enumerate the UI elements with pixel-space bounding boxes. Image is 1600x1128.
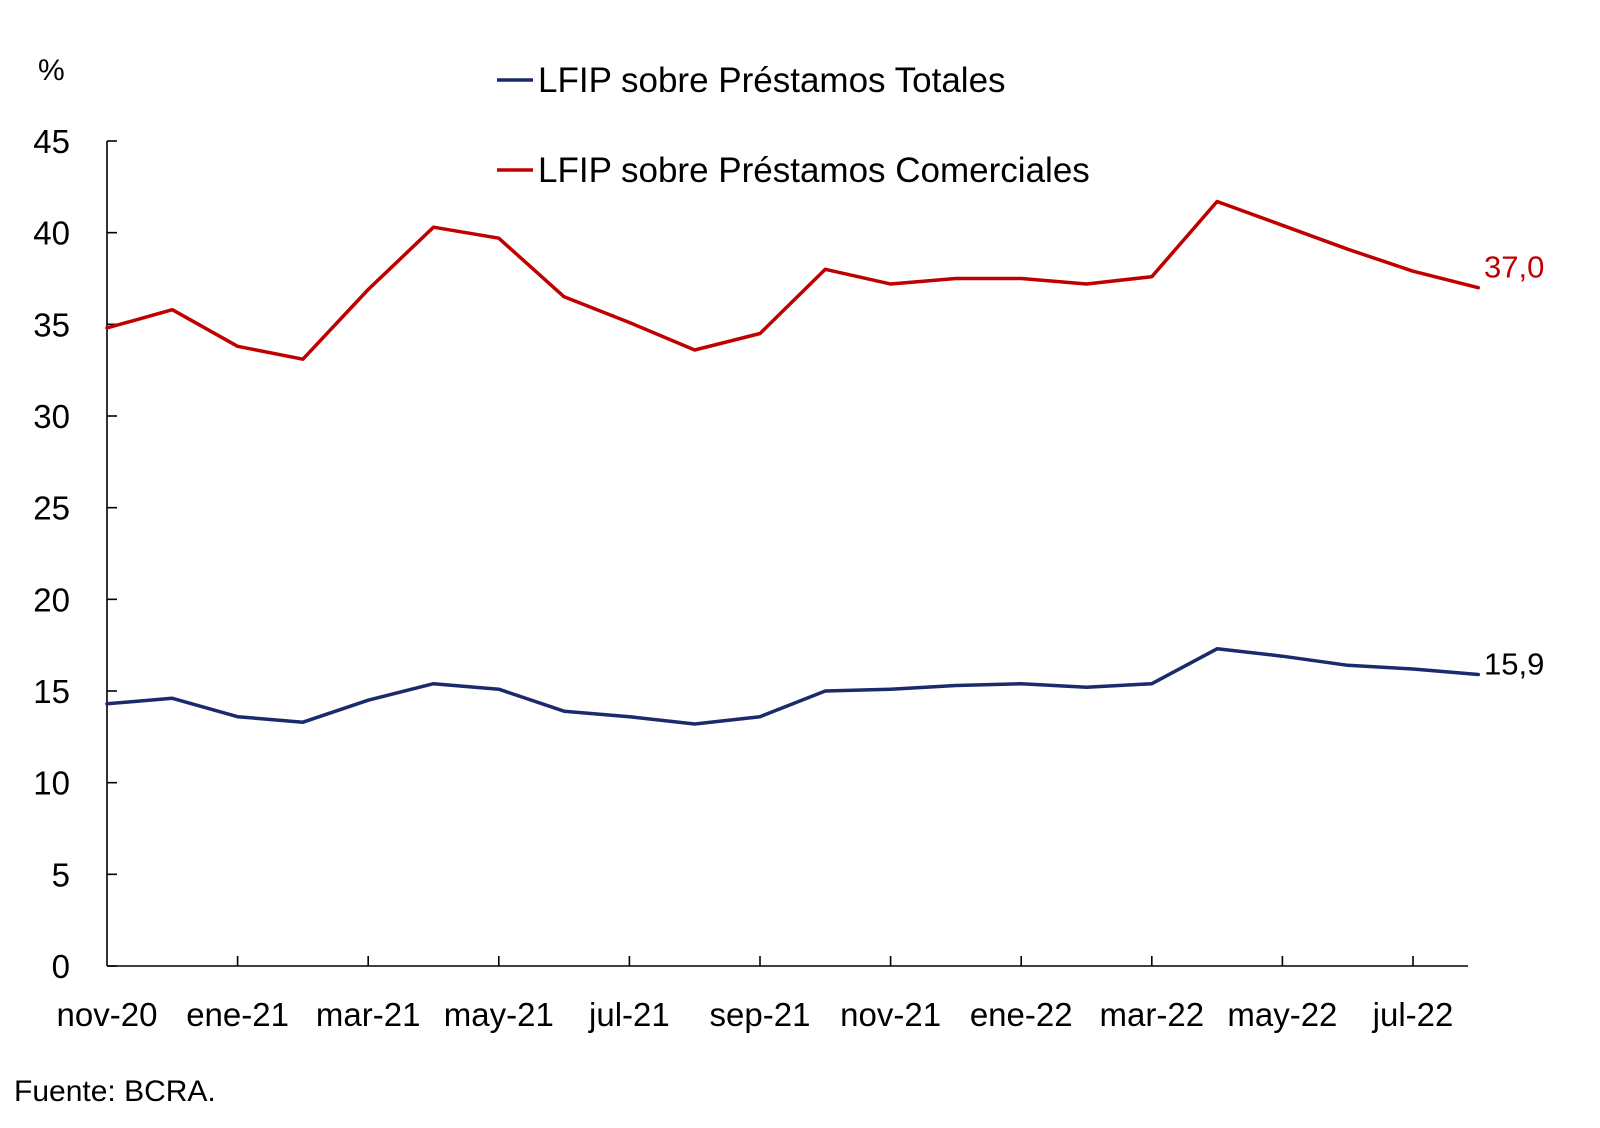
legend-label-1: LFIP sobre Préstamos Totales [538,61,1006,100]
x-tick-label: sep-21 [710,996,811,1033]
x-tick-label: mar-21 [316,996,421,1033]
series-2-end-label: 37,0 [1484,250,1544,285]
x-tick-label: may-22 [1227,996,1337,1033]
y-tick-label: 0 [52,948,70,985]
x-tick-label: mar-22 [1100,996,1205,1033]
x-tick-label: ene-21 [186,996,289,1033]
x-tick-label: nov-20 [57,996,158,1033]
y-tick-label: 25 [33,490,70,527]
y-tick-label: 45 [33,123,70,160]
y-tick-label: 30 [33,398,70,435]
y-tick-label: 40 [33,215,70,252]
series-line-2 [105,199,1481,361]
x-tick-label: may-21 [444,996,554,1033]
x-tick-label: jul-22 [1372,996,1454,1033]
series-line-1 [105,647,1481,726]
y-tick-label: 10 [33,765,70,802]
legend-label-2: LFIP sobre Préstamos Comerciales [538,151,1090,190]
source-note: Fuente: BCRA. [14,1075,216,1108]
y-tick-label: 20 [33,581,70,618]
x-tick-label: jul-21 [588,996,670,1033]
y-tick-label: 35 [33,306,70,343]
y-axis-unit-label: % [38,54,65,87]
x-tick-label: ene-22 [970,996,1073,1033]
series-layer: 15,9 37,0 [105,199,1544,726]
y-tick-label: 5 [52,856,70,893]
legend: LFIP sobre Préstamos Totales LFIP sobre P… [497,61,1090,190]
axes: 0 5 10 15 20 25 30 35 40 45 nov-20 ene-21 mar-21 may-… [33,123,1468,1033]
y-tick-label: 15 [33,673,70,710]
x-tick-label: nov-21 [840,996,941,1033]
series-1-end-label: 15,9 [1484,647,1544,682]
